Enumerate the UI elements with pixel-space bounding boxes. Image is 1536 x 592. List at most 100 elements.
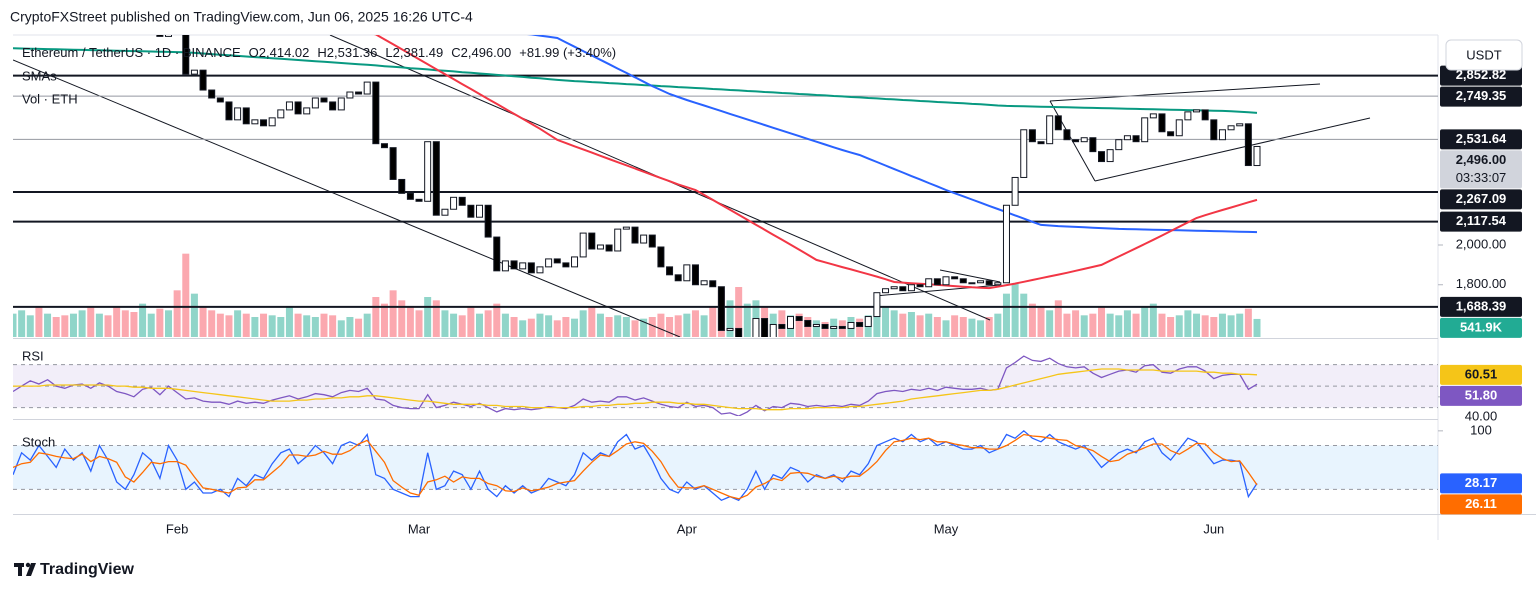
volume-bar — [398, 300, 406, 337]
candle — [726, 327, 734, 331]
volume-bar — [674, 315, 682, 337]
x-tick-label: May — [934, 521, 959, 536]
volume-bar — [1141, 307, 1149, 337]
volume-bar — [415, 310, 423, 337]
candle — [1063, 129, 1071, 141]
volume-bar — [985, 317, 993, 337]
brand: TradingView — [40, 561, 135, 578]
wedge-line — [1049, 83, 1321, 102]
candle — [882, 288, 890, 294]
volume-bar — [130, 312, 138, 337]
candle — [864, 316, 872, 327]
volume-bar — [1244, 308, 1252, 337]
symbol-title: Ethereum / TetherUS · 1D · BINANCE — [22, 45, 241, 60]
candle — [294, 101, 302, 115]
candle — [778, 323, 786, 329]
candle — [1028, 129, 1036, 143]
candle — [1236, 123, 1244, 127]
axis-label: 2,267.09 — [1456, 191, 1507, 206]
volume-bar — [493, 303, 501, 337]
volume-bar — [622, 317, 630, 337]
candle — [545, 258, 553, 268]
volume-bar — [640, 318, 648, 337]
volume-bar — [925, 313, 933, 337]
candle — [1089, 137, 1097, 153]
volume-bar — [251, 317, 259, 337]
legend-value: O2,414.02 — [249, 45, 310, 60]
x-tick-label: Feb — [166, 521, 188, 536]
volume-bar — [916, 315, 924, 337]
candle — [1158, 113, 1166, 133]
x-tick-label: Mar — [408, 521, 431, 536]
volume-bar — [260, 313, 268, 337]
candle — [1132, 135, 1140, 143]
candle — [527, 262, 535, 274]
trend-line — [13, 59, 681, 337]
volume-bar — [1046, 310, 1054, 337]
axis-label: 40.00 — [1465, 408, 1498, 423]
axis-label-box — [1440, 317, 1522, 338]
candle — [277, 109, 285, 119]
volume-bar — [743, 303, 751, 337]
volume-bar — [190, 293, 198, 337]
volume-bar — [1236, 313, 1244, 337]
volume-bar — [1149, 303, 1157, 337]
candle — [821, 323, 829, 329]
candle — [596, 244, 604, 250]
candle — [1167, 131, 1175, 137]
volume-bar — [994, 313, 1002, 337]
candle — [752, 318, 760, 337]
volume-bar — [303, 315, 311, 337]
volume-bar — [389, 290, 397, 337]
volume-bar — [285, 307, 293, 337]
candle — [933, 278, 941, 286]
wedge-line — [1094, 117, 1371, 182]
axis-label-box — [1440, 211, 1522, 232]
axis-label-box — [1440, 65, 1522, 86]
candle — [1123, 135, 1131, 141]
candle — [424, 141, 432, 202]
currency-box[interactable] — [1445, 39, 1523, 71]
volume-bar — [337, 320, 345, 337]
axis-label: 100 — [1470, 422, 1492, 437]
candle — [1098, 151, 1105, 163]
axis-label: 1,800.00 — [1456, 276, 1507, 291]
volume-bar — [458, 315, 466, 337]
candle — [1020, 129, 1028, 178]
candle — [190, 69, 198, 75]
candle — [156, 35, 164, 37]
candle — [536, 266, 544, 274]
candle — [242, 107, 250, 125]
volume-bar — [363, 313, 371, 337]
volume-bar — [691, 310, 699, 337]
axis-label: 541.9K — [1460, 319, 1503, 334]
volume-bar — [432, 300, 440, 337]
volume-bar — [1020, 293, 1028, 337]
volume-bar — [1115, 315, 1123, 337]
stoch-label: Stoch — [22, 434, 55, 449]
candle — [337, 97, 345, 111]
candle — [1193, 109, 1201, 113]
candle — [1115, 139, 1123, 151]
logo-part — [26, 563, 36, 576]
candle — [1141, 117, 1149, 143]
volume-bar — [1011, 283, 1019, 337]
candle — [260, 119, 268, 127]
volume-bar — [320, 313, 328, 337]
candle — [467, 204, 475, 218]
publisher: CryptoFXStreet published on TradingView.… — [10, 9, 473, 25]
volume-bar — [562, 317, 570, 337]
volume-bar — [1063, 313, 1071, 337]
candle — [415, 198, 423, 202]
candle — [1002, 204, 1010, 284]
volume-bar — [380, 303, 388, 337]
volume-bar — [1227, 315, 1235, 337]
currency[interactable]: USDT — [1466, 47, 1501, 62]
volume-bar — [977, 320, 985, 337]
volume-bar — [933, 317, 941, 337]
candle — [148, 0, 154, 7]
volume-bar — [182, 253, 190, 337]
flag-line — [939, 269, 1001, 283]
volume-bar — [294, 313, 302, 337]
volume-bar — [104, 315, 112, 337]
